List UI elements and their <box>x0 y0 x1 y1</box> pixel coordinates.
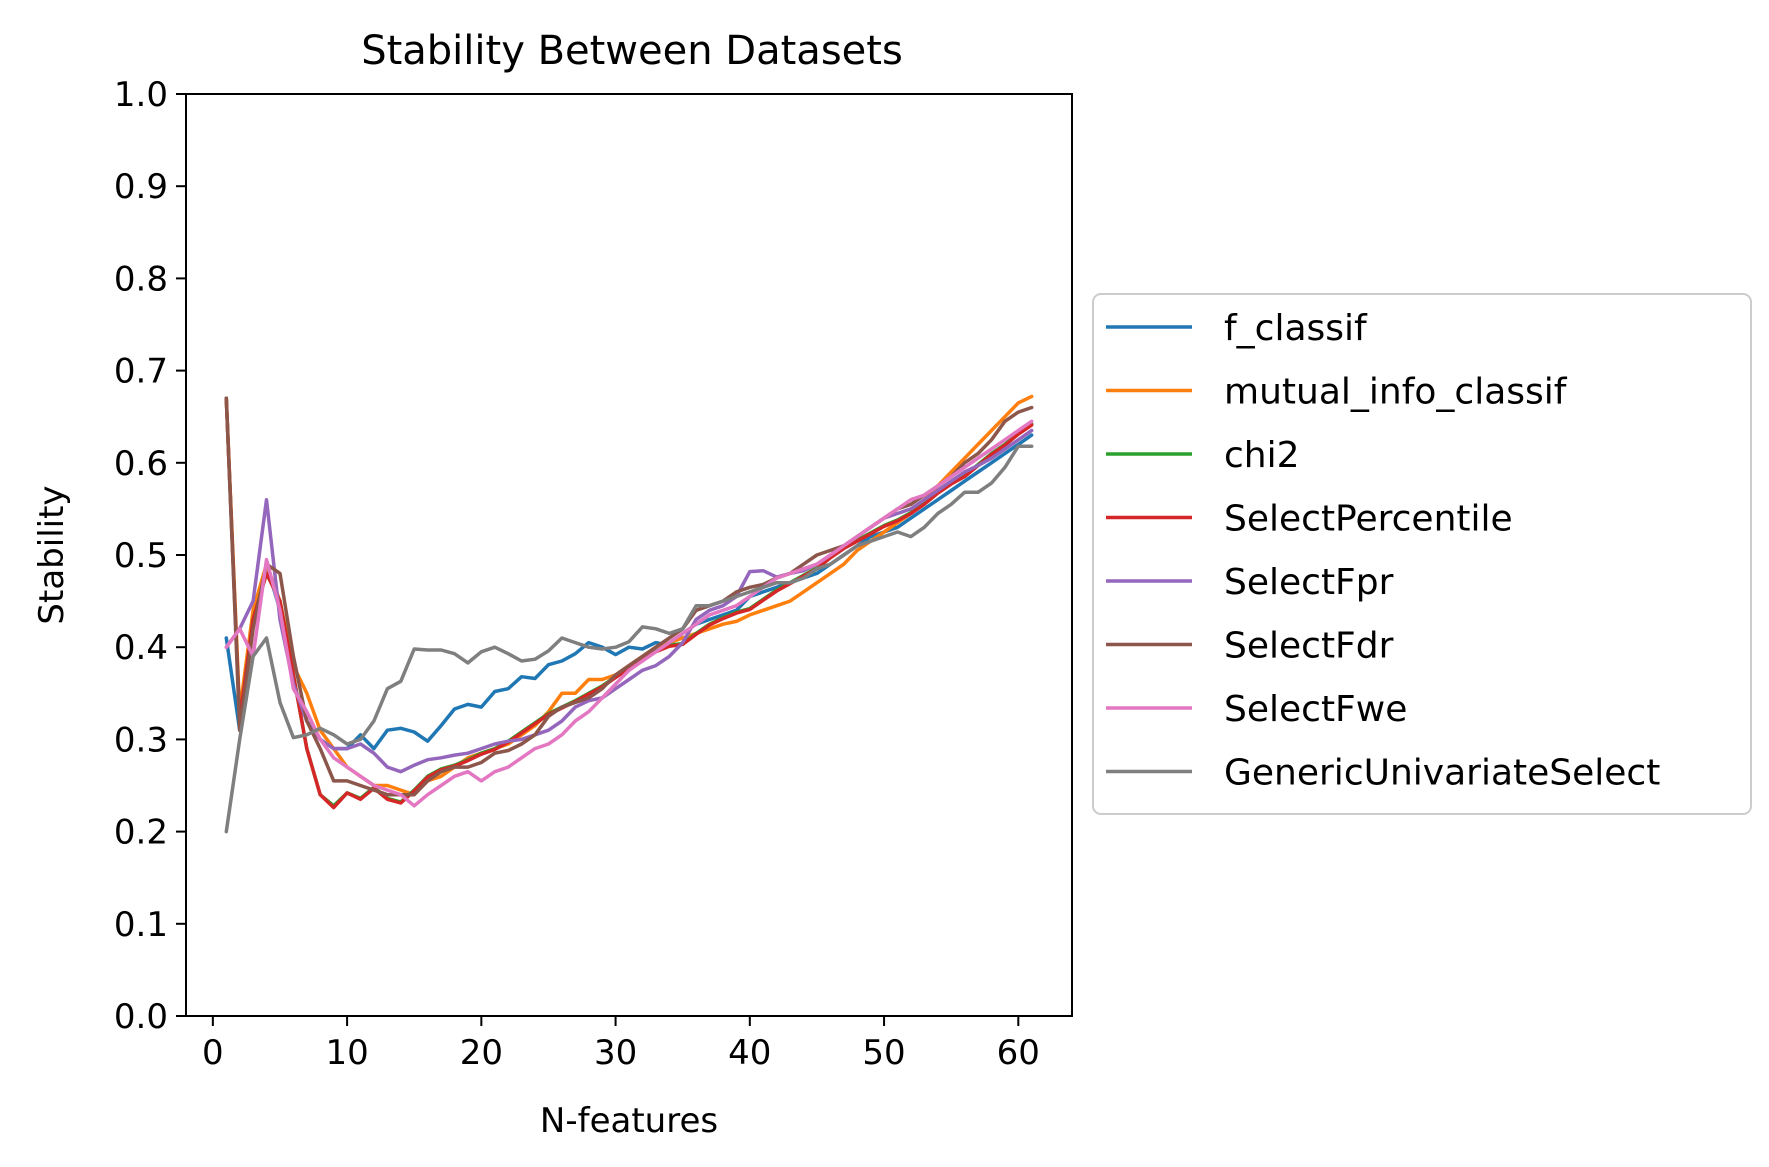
legend-label: SelectFwe <box>1224 689 1407 730</box>
x-tick-label: 10 <box>325 1033 368 1073</box>
legend-frame <box>1092 293 1752 815</box>
legend-label: SelectFpr <box>1224 562 1394 603</box>
series-line-genericunivariateselect <box>224 444 1034 834</box>
legend-label: f_classif <box>1224 308 1368 349</box>
y-tick-label: 0.1 <box>114 905 168 945</box>
y-tick-label: 0.3 <box>114 720 168 760</box>
y-tick-label: 0.9 <box>114 167 168 207</box>
y-tick-label: 0.6 <box>114 444 168 484</box>
y-axis-title: Stability <box>32 485 72 624</box>
y-tick-label: 0.4 <box>114 628 168 668</box>
x-tick-label: 30 <box>594 1033 637 1073</box>
series-layer <box>224 394 1034 834</box>
legend-label: chi2 <box>1224 435 1300 476</box>
x-tick-label: 50 <box>862 1033 905 1073</box>
y-tick-label: 0.5 <box>114 536 168 576</box>
x-tick-label: 20 <box>460 1033 503 1073</box>
y-tick-label: 1.0 <box>114 75 168 115</box>
legend-label: SelectPercentile <box>1224 499 1513 540</box>
x-tick-label: 60 <box>997 1033 1040 1073</box>
x-axis-title: N-features <box>540 1101 718 1141</box>
y-tick-label: 0.8 <box>114 259 168 299</box>
legend-label: SelectFdr <box>1224 626 1394 667</box>
y-tick-label: 0.2 <box>114 813 168 853</box>
legend-items: f_classif mutual_info_classif chi2 SelectPe… <box>1106 308 1660 794</box>
x-tick-label: 0 <box>202 1033 224 1073</box>
legend: f_classif mutual_info_classif chi2 SelectPe… <box>1092 293 1752 815</box>
y-tick-label: 0.7 <box>114 352 168 392</box>
series-line-selectfpr <box>224 428 1034 774</box>
series-line-f-classif <box>224 433 1034 751</box>
y-axis-ticks: 0.0 0.1 0.2 0.3 0.4 0.5 0.6 0.7 0.8 0.9 1.0 <box>114 75 186 1037</box>
series-line-selectfwe <box>224 419 1034 808</box>
legend-label: mutual_info_classif <box>1224 372 1568 413</box>
x-tick-label: 40 <box>728 1033 771 1073</box>
legend-label: GenericUnivariateSelect <box>1224 753 1660 794</box>
x-axis-ticks: 0 10 20 30 40 50 60 <box>202 1016 1040 1073</box>
chart-title: Stability Between Datasets <box>361 28 903 74</box>
y-tick-label: 0.0 <box>114 997 168 1037</box>
